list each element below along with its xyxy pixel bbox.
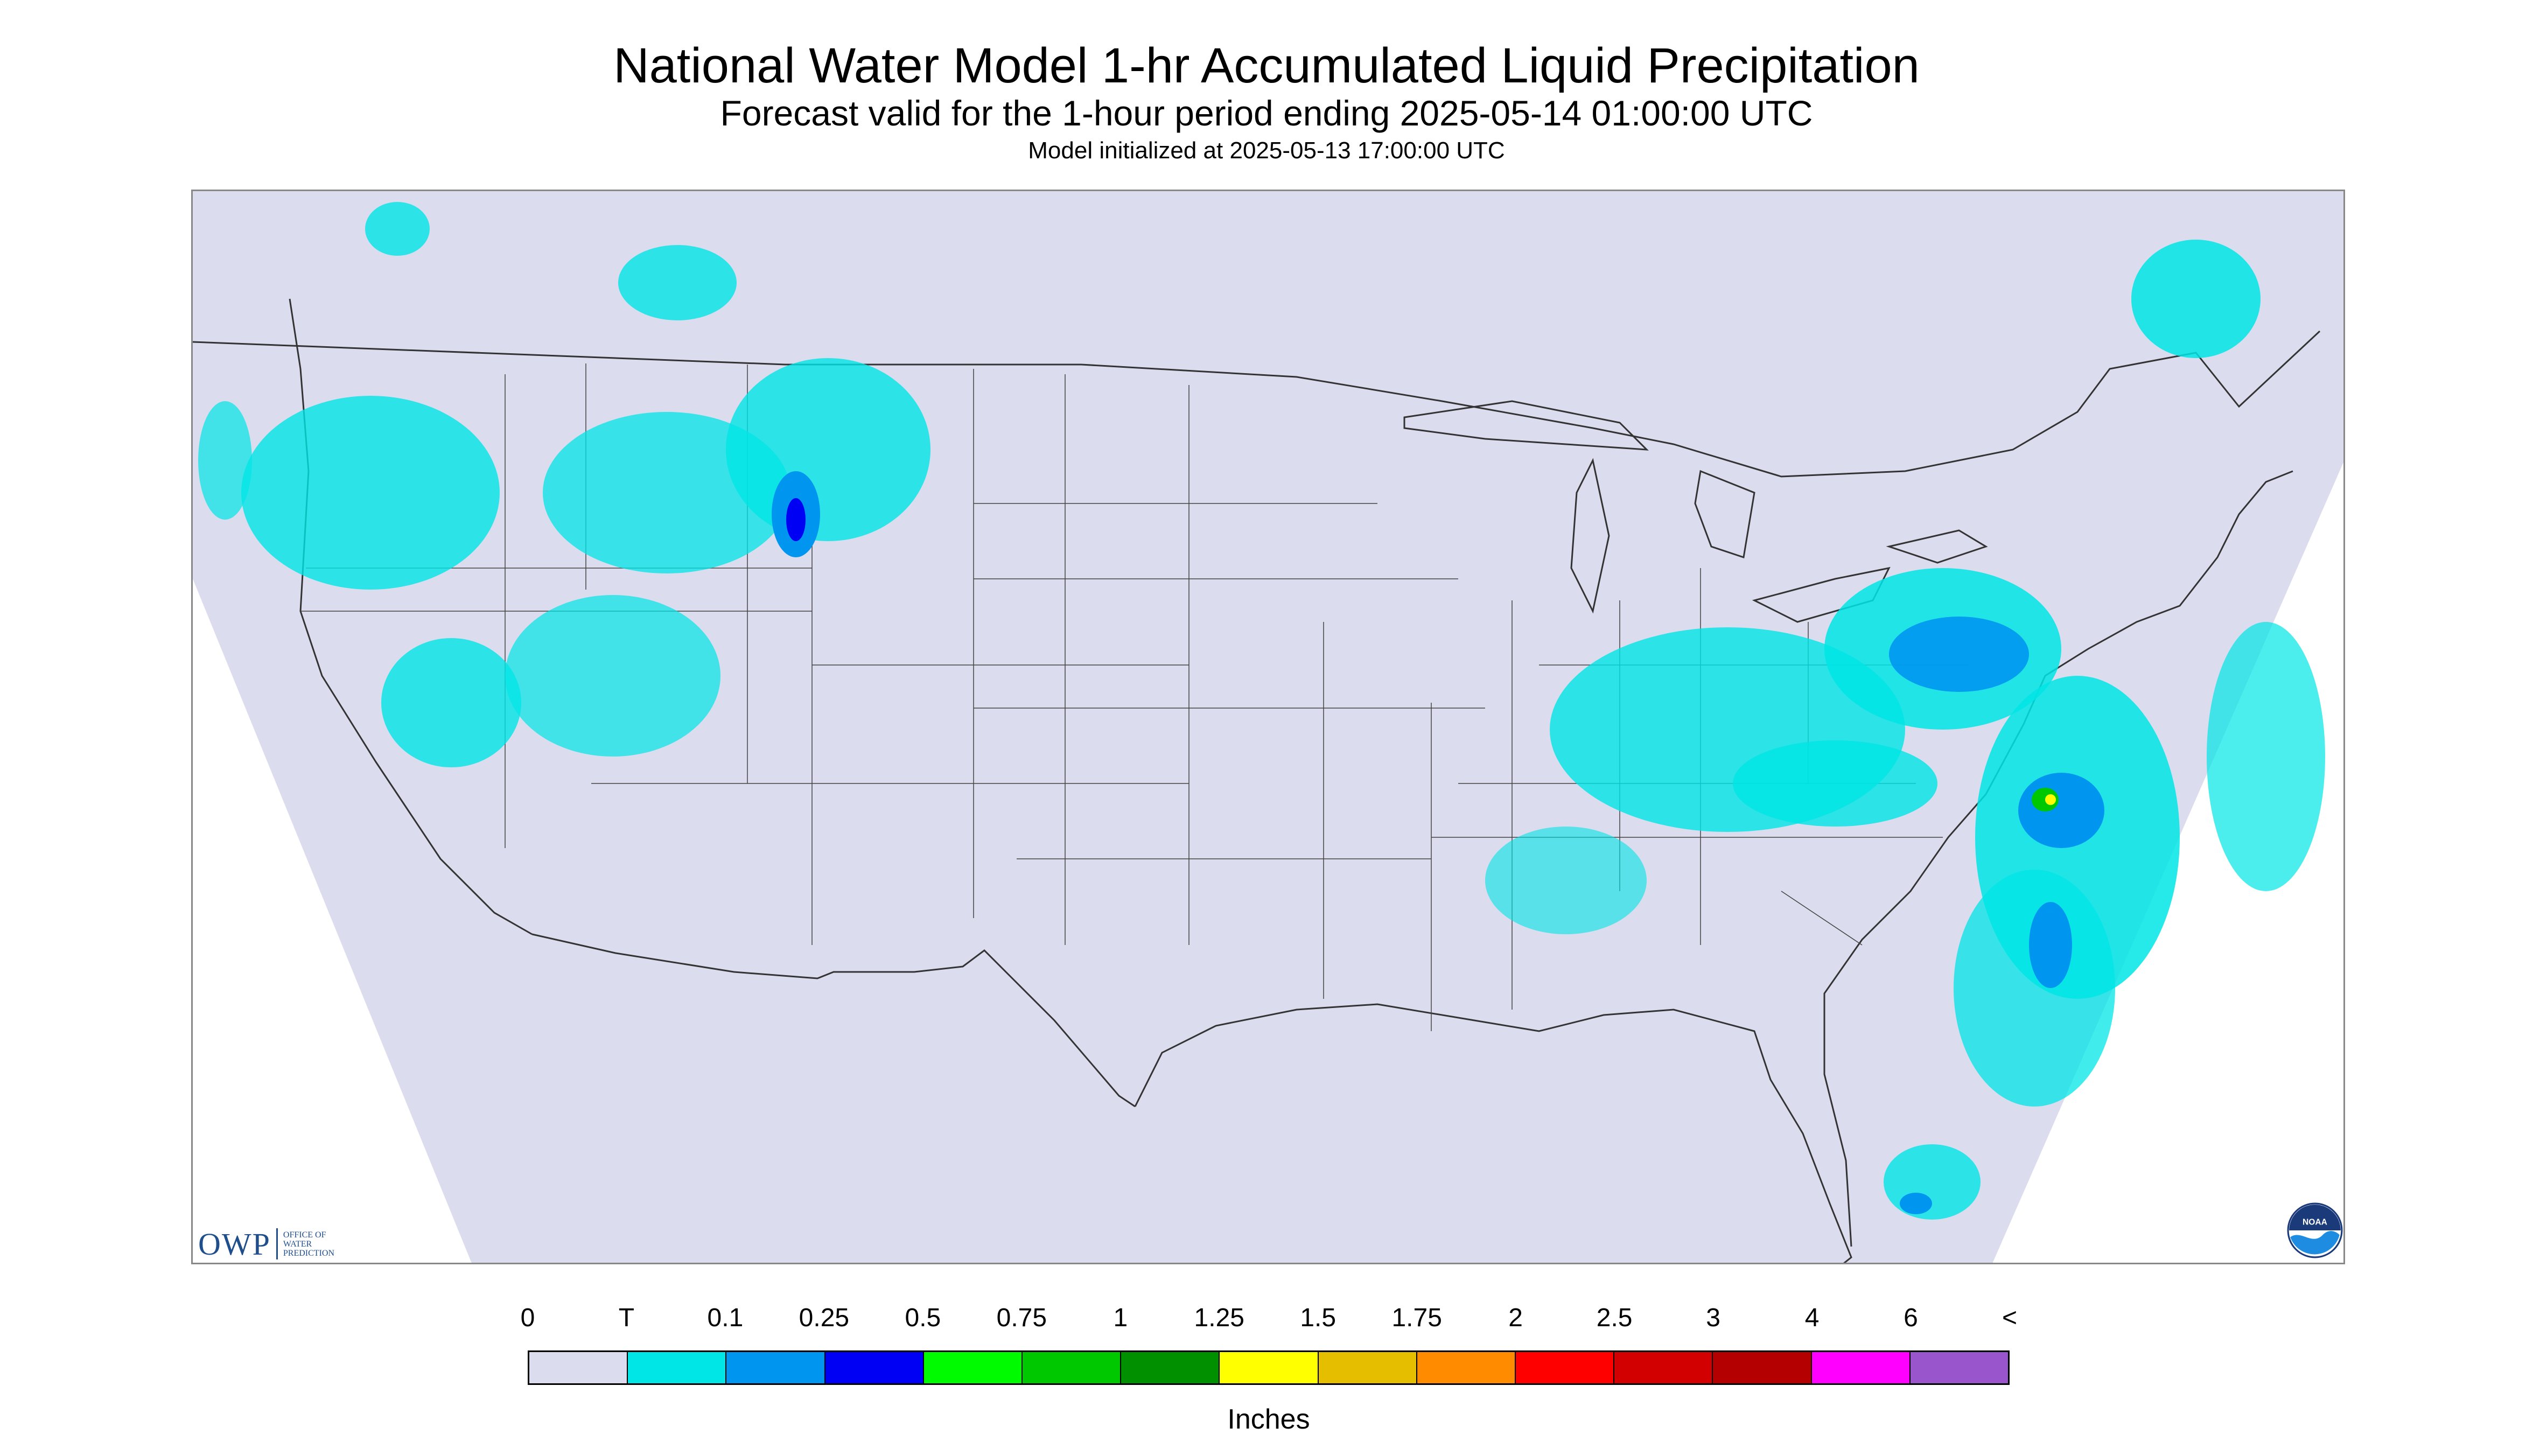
legend-tick-label: 0.25 xyxy=(799,1304,850,1332)
legend-color-bar xyxy=(528,1350,2010,1385)
legend-tick-label: 0.1 xyxy=(707,1304,744,1332)
legend-tick-label: 0 xyxy=(520,1304,535,1332)
legend-swatch xyxy=(1910,1352,2009,1383)
owp-logo: OWP OFFICE OF WATER PREDICTION xyxy=(198,1226,348,1262)
legend-tick-label: 1.25 xyxy=(1194,1304,1244,1332)
legend-units-label: Inches xyxy=(1227,1404,1310,1435)
legend-swatch xyxy=(1023,1352,1122,1383)
legend-swatch xyxy=(1713,1352,1812,1383)
map-canvas xyxy=(193,191,2343,1263)
owp-logo-letters: OWP xyxy=(198,1226,271,1262)
legend-tick-label: 1.75 xyxy=(1391,1304,1442,1332)
noaa-logo-icon: NOAA xyxy=(2287,1202,2343,1258)
legend-tick-label: 2 xyxy=(1508,1304,1523,1332)
owp-logo-line-3: PREDICTION xyxy=(283,1248,334,1258)
map-title: National Water Model 1-hr Accumulated Li… xyxy=(613,38,1920,93)
owp-logo-line-1: OFFICE OF xyxy=(283,1230,326,1240)
owp-logo-text: OFFICE OF WATER PREDICTION xyxy=(283,1230,348,1258)
owp-logo-divider xyxy=(276,1228,278,1259)
legend-swatch xyxy=(1614,1352,1713,1383)
legend-tick-label: 2.5 xyxy=(1596,1304,1633,1332)
legend-tick-label: 0.5 xyxy=(905,1304,941,1332)
color-legend: 0 T 0.1 0.25 0.5 0.75 1 1.25 1.5 1.75 2 2.5 3 4 6 < Inc… xyxy=(521,1303,2017,1435)
precipitation-map xyxy=(191,190,2345,1264)
legend-tick-label: 1.5 xyxy=(1300,1304,1337,1332)
legend-swatch xyxy=(1220,1352,1319,1383)
noaa-logo-label: NOAA xyxy=(2303,1218,2327,1227)
legend-swatch xyxy=(1417,1352,1516,1383)
legend-tick-label: 6 xyxy=(1904,1304,1918,1332)
legend-swatch xyxy=(1811,1352,1911,1383)
legend-swatch xyxy=(628,1352,727,1383)
legend-tick-label: T xyxy=(618,1304,635,1332)
legend-swatch xyxy=(1516,1352,1615,1383)
legend-swatch xyxy=(529,1352,628,1383)
owp-logo-line-2: WATER xyxy=(283,1239,312,1249)
legend-swatch xyxy=(825,1352,924,1383)
legend-tick-label: 0.75 xyxy=(996,1304,1047,1332)
forecast-valid-subtitle: Forecast valid for the 1-hour period end… xyxy=(720,93,1813,133)
legend-tick-label: < xyxy=(2002,1304,2018,1332)
legend-swatch xyxy=(726,1352,825,1383)
legend-swatch xyxy=(923,1352,1023,1383)
precipitation-cells xyxy=(198,202,2325,1220)
legend-tick-label: 3 xyxy=(1706,1304,1720,1332)
model-init-subtitle: Model initialized at 2025-05-13 17:00:00… xyxy=(1028,137,1505,164)
legend-swatch xyxy=(1318,1352,1417,1383)
legend-tick-label: 4 xyxy=(1804,1304,1820,1332)
legend-swatch xyxy=(1121,1352,1220,1383)
legend-tick-label: 1 xyxy=(1113,1304,1128,1332)
